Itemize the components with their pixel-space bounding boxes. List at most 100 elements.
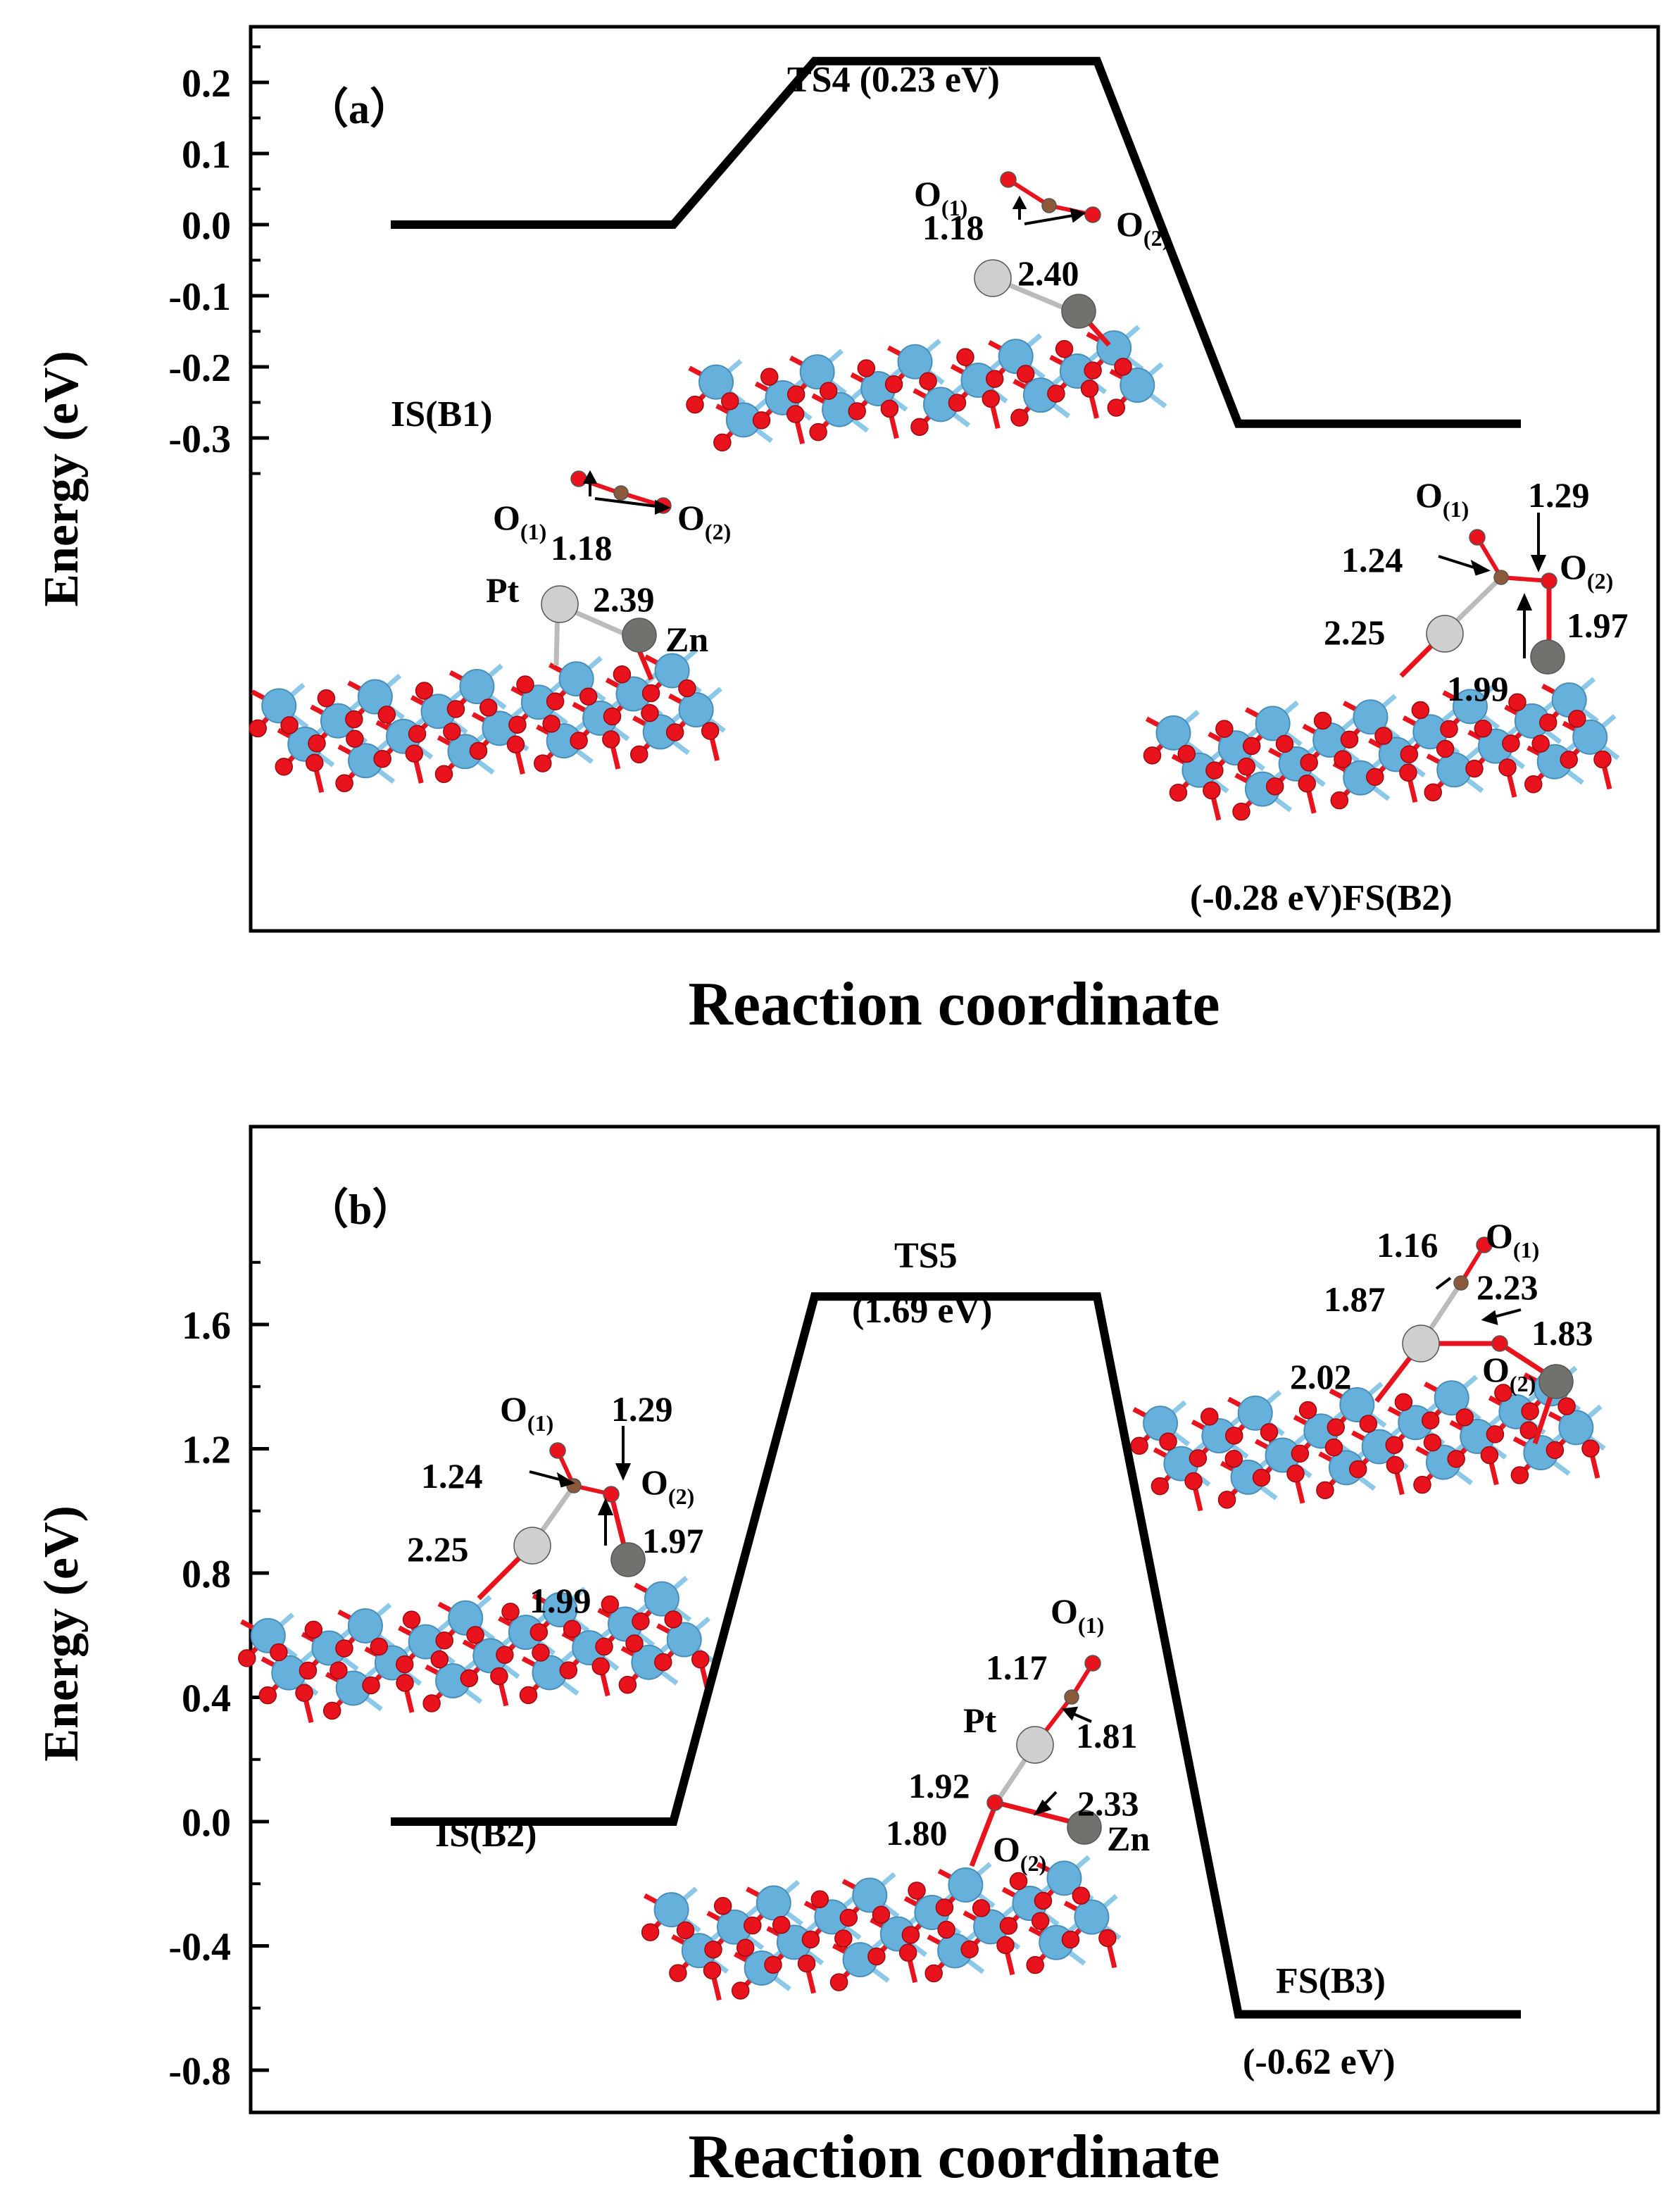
o-atom [466, 1626, 484, 1644]
o-atom [308, 734, 326, 753]
ti-atom [357, 679, 393, 715]
o-atom [1327, 1418, 1346, 1436]
y-tick-label: 0.0 [182, 1801, 231, 1845]
o-atom [1421, 1411, 1440, 1430]
bond-length-ts-d5-b: 1.80 [886, 1813, 948, 1853]
y-tick-label: -0.4 [168, 1926, 231, 1969]
o-atom [529, 1623, 548, 1641]
o-atom [1034, 1891, 1053, 1910]
o-atom [595, 1637, 613, 1656]
c-atom [1041, 198, 1057, 213]
o-atom [405, 744, 424, 763]
o-atom [641, 703, 659, 722]
o-atom [430, 1650, 449, 1669]
ti-atom [654, 653, 690, 689]
o-atom [919, 372, 937, 391]
o-atom [1026, 1955, 1044, 1974]
o-atom [1568, 709, 1586, 728]
c-atom [1453, 1275, 1469, 1291]
atom-label-o1-fs-a: O(1) [1415, 475, 1469, 522]
atom-label-o1-fs-b: O(1) [1486, 1216, 1539, 1263]
y-tick-label: 0.2 [182, 62, 231, 106]
o-atom [1334, 750, 1352, 768]
ti-atom [678, 692, 714, 728]
o-atom [238, 1649, 256, 1667]
energy-profile-line-b [391, 1292, 1521, 2019]
o-atom [956, 348, 974, 366]
o-atom [1224, 1449, 1243, 1468]
o-atom [322, 1701, 341, 1720]
o-atom [1217, 1491, 1236, 1509]
o-atom [1189, 1449, 1208, 1467]
o-atom [898, 1943, 917, 1962]
bond-length-is-d3-b: 2.25 [407, 1529, 469, 1569]
atom-label-o2-ts-a: O(2) [1116, 204, 1170, 251]
o-atom [972, 1899, 991, 1917]
bond-length-ts-d2-b: 1.81 [1076, 1716, 1138, 1755]
o-atom [1399, 763, 1417, 782]
o-atom [810, 1890, 829, 1908]
o-atom [910, 418, 929, 437]
o-atom [490, 1667, 508, 1686]
o-atom [501, 1603, 520, 1621]
structure-is-b2 [238, 1442, 714, 1724]
bond-length-ts-ptzn-a: 2.40 [1017, 253, 1079, 293]
o-atom [713, 433, 732, 452]
ti-atom [261, 688, 297, 724]
o-atom [460, 1669, 479, 1688]
y-tick-label: 1.2 [182, 1429, 231, 1472]
o-atom [848, 402, 866, 420]
ti-atom [799, 354, 835, 390]
o-atom [603, 707, 622, 726]
o-atom [1465, 759, 1484, 778]
o-atom [1593, 750, 1612, 769]
y-tick-label: 1.6 [182, 1304, 231, 1348]
bond-length-fs-d3-a: 2.25 [1324, 613, 1386, 652]
o-atom [1242, 737, 1261, 756]
ti-atom [998, 339, 1034, 375]
o-atom [1531, 734, 1550, 753]
o-atom [1423, 1433, 1442, 1452]
o-atom [654, 1653, 672, 1672]
y-tick-label: 0.8 [182, 1553, 231, 1596]
o-atom [901, 1926, 920, 1944]
y-axis-label-a: Energy (eV) [35, 351, 89, 607]
o-atom [665, 723, 684, 741]
o-atom [362, 1676, 380, 1695]
bond-length-is-ptzn-a: 2.39 [593, 580, 655, 619]
bond-length-fs-d2-a: 1.24 [1341, 540, 1403, 580]
o-atom [443, 722, 461, 741]
o-atom [377, 706, 396, 724]
o-atom [1009, 1872, 1028, 1891]
o-atom [641, 684, 660, 703]
o-atom [986, 1794, 1003, 1811]
bond-length-ts-d1-b: 1.17 [986, 1648, 1048, 1687]
ti-atom [558, 661, 594, 697]
o-atom [446, 700, 465, 718]
o-atom [721, 392, 739, 411]
o-atom [676, 1921, 695, 1940]
o-atom [563, 1620, 582, 1639]
o-atom [618, 1675, 637, 1694]
o-atom [1413, 1475, 1431, 1494]
state-label-fs-b2: (-0.28 eV)FS(B2) [1190, 878, 1453, 918]
y-tick-label: -0.3 [168, 418, 231, 461]
o-atom [1084, 1655, 1101, 1672]
o-atom [532, 1643, 550, 1662]
o-atom [1184, 1472, 1203, 1491]
o-atom [1047, 384, 1065, 403]
ti-atom [1046, 1860, 1082, 1896]
atom-label-o1-is-a: O(1) [493, 498, 546, 544]
panel-label-a: （a） [306, 85, 412, 132]
o-atom [713, 1897, 732, 1915]
bond-length-ts-co-a: 1.18 [922, 208, 984, 247]
o-atom [1298, 775, 1316, 793]
state-label-ts4: TS4 (0.23 eV) [787, 60, 1000, 100]
panel-b: -0.8 -0.4 0.0 0.4 0.8 1.2 1.6 Energy (eV) Reac… [35, 1125, 1660, 2191]
o-atom [579, 687, 598, 706]
bond-length-fs-d1-a: 1.29 [1528, 475, 1590, 515]
o-atom [1080, 380, 1099, 398]
o-atom [422, 1694, 441, 1712]
o-atom [691, 1650, 710, 1669]
structure-fs-b2 [1143, 529, 1620, 821]
